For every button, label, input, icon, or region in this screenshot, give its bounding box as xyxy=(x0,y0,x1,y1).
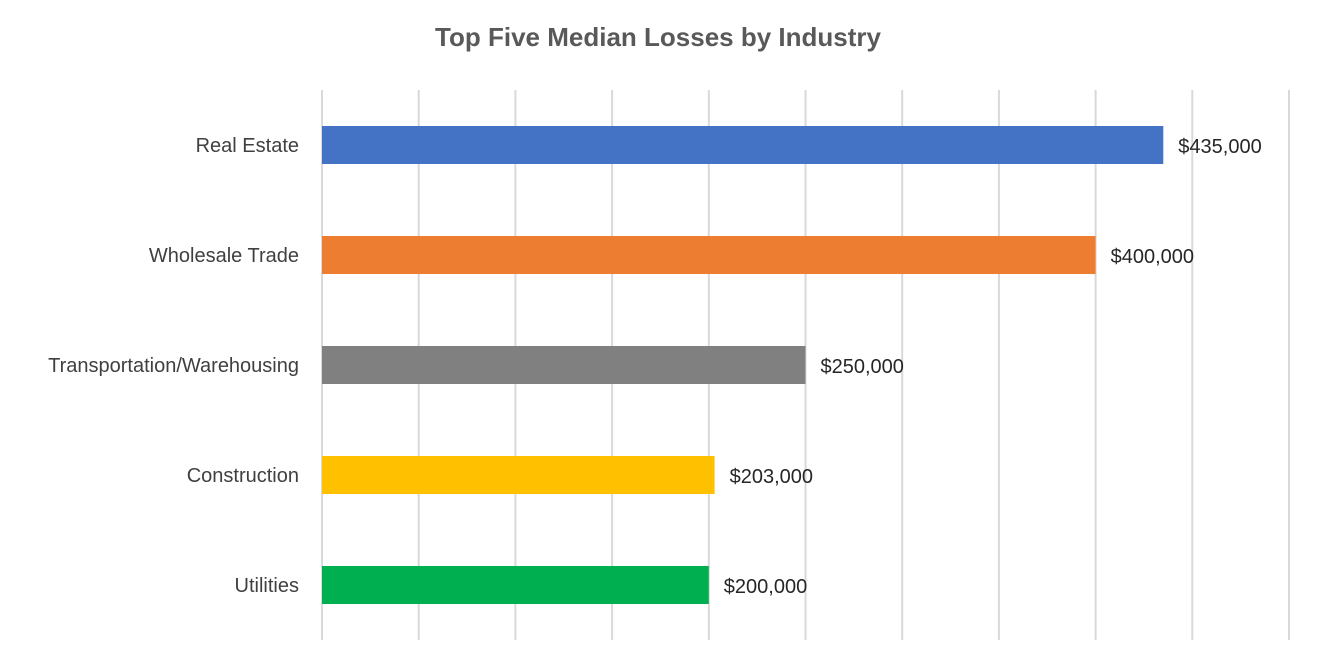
category-label: Transportation/Warehousing xyxy=(48,355,299,377)
data-label: $200,000 xyxy=(724,576,807,598)
bar xyxy=(322,456,715,494)
bar xyxy=(322,346,806,384)
data-label: $250,000 xyxy=(821,356,904,378)
bars xyxy=(322,126,1164,604)
bar xyxy=(322,126,1164,164)
data-label: $400,000 xyxy=(1111,246,1194,268)
category-label: Utilities xyxy=(235,575,299,597)
chart-title: Top Five Median Losses by Industry xyxy=(435,22,881,52)
category-labels: Real Estate Wholesale Trade Transportation… xyxy=(48,135,299,597)
category-label: Construction xyxy=(187,465,299,487)
bar xyxy=(322,566,709,604)
category-label: Real Estate xyxy=(196,135,299,157)
data-label: $435,000 xyxy=(1178,136,1261,158)
value-labels: $435,000 $400,000 $250,000 $203,000 $200,000 xyxy=(724,136,1262,598)
bar xyxy=(322,236,1096,274)
category-label: Wholesale Trade xyxy=(149,245,299,267)
data-label: $203,000 xyxy=(730,466,813,488)
